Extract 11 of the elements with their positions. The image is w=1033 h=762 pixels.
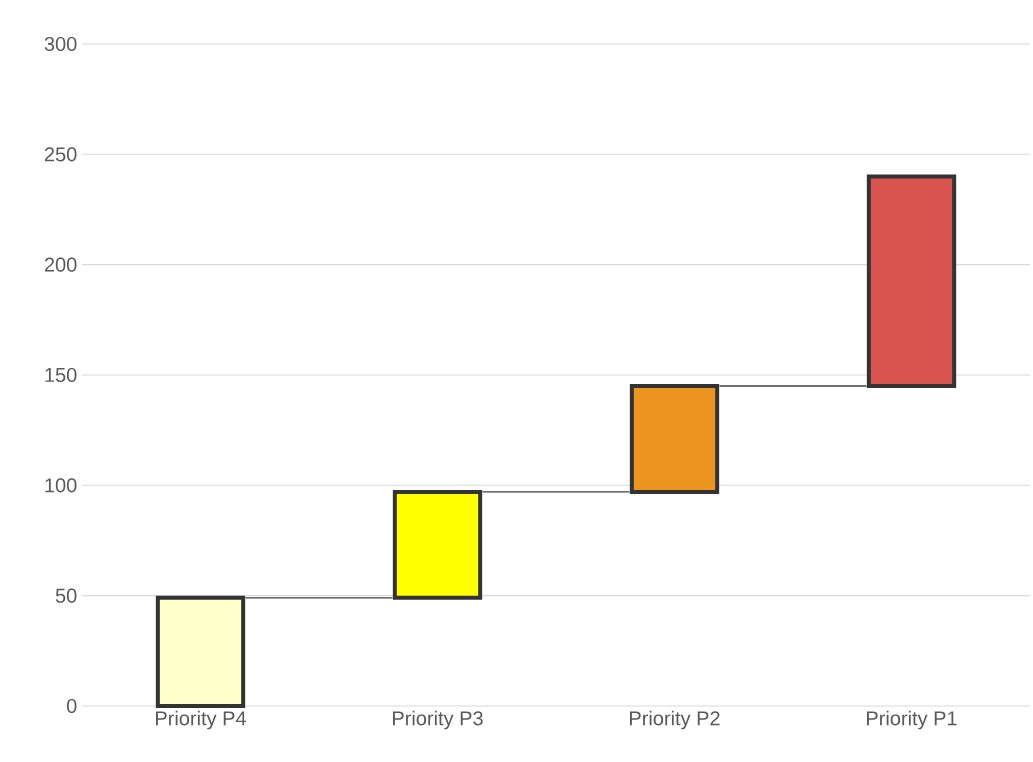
y-tick-label: 100 <box>45 478 77 493</box>
x-tick-label: Priority P1 <box>867 710 957 730</box>
y-tick-label: 50 <box>55 588 77 603</box>
y-tick-label: 150 <box>45 367 77 383</box>
y-tick-label: 0 <box>66 698 77 714</box>
y-tick-label: 200 <box>44 257 77 272</box>
x-tick-label: Priority P4 <box>156 710 247 730</box>
x-tick-label: Priority P2 <box>630 710 720 730</box>
y-tick-label: 300 <box>44 36 77 52</box>
x-tick-label: Priority P3 <box>393 710 483 730</box>
y-tick-label: 250 <box>44 147 77 162</box>
